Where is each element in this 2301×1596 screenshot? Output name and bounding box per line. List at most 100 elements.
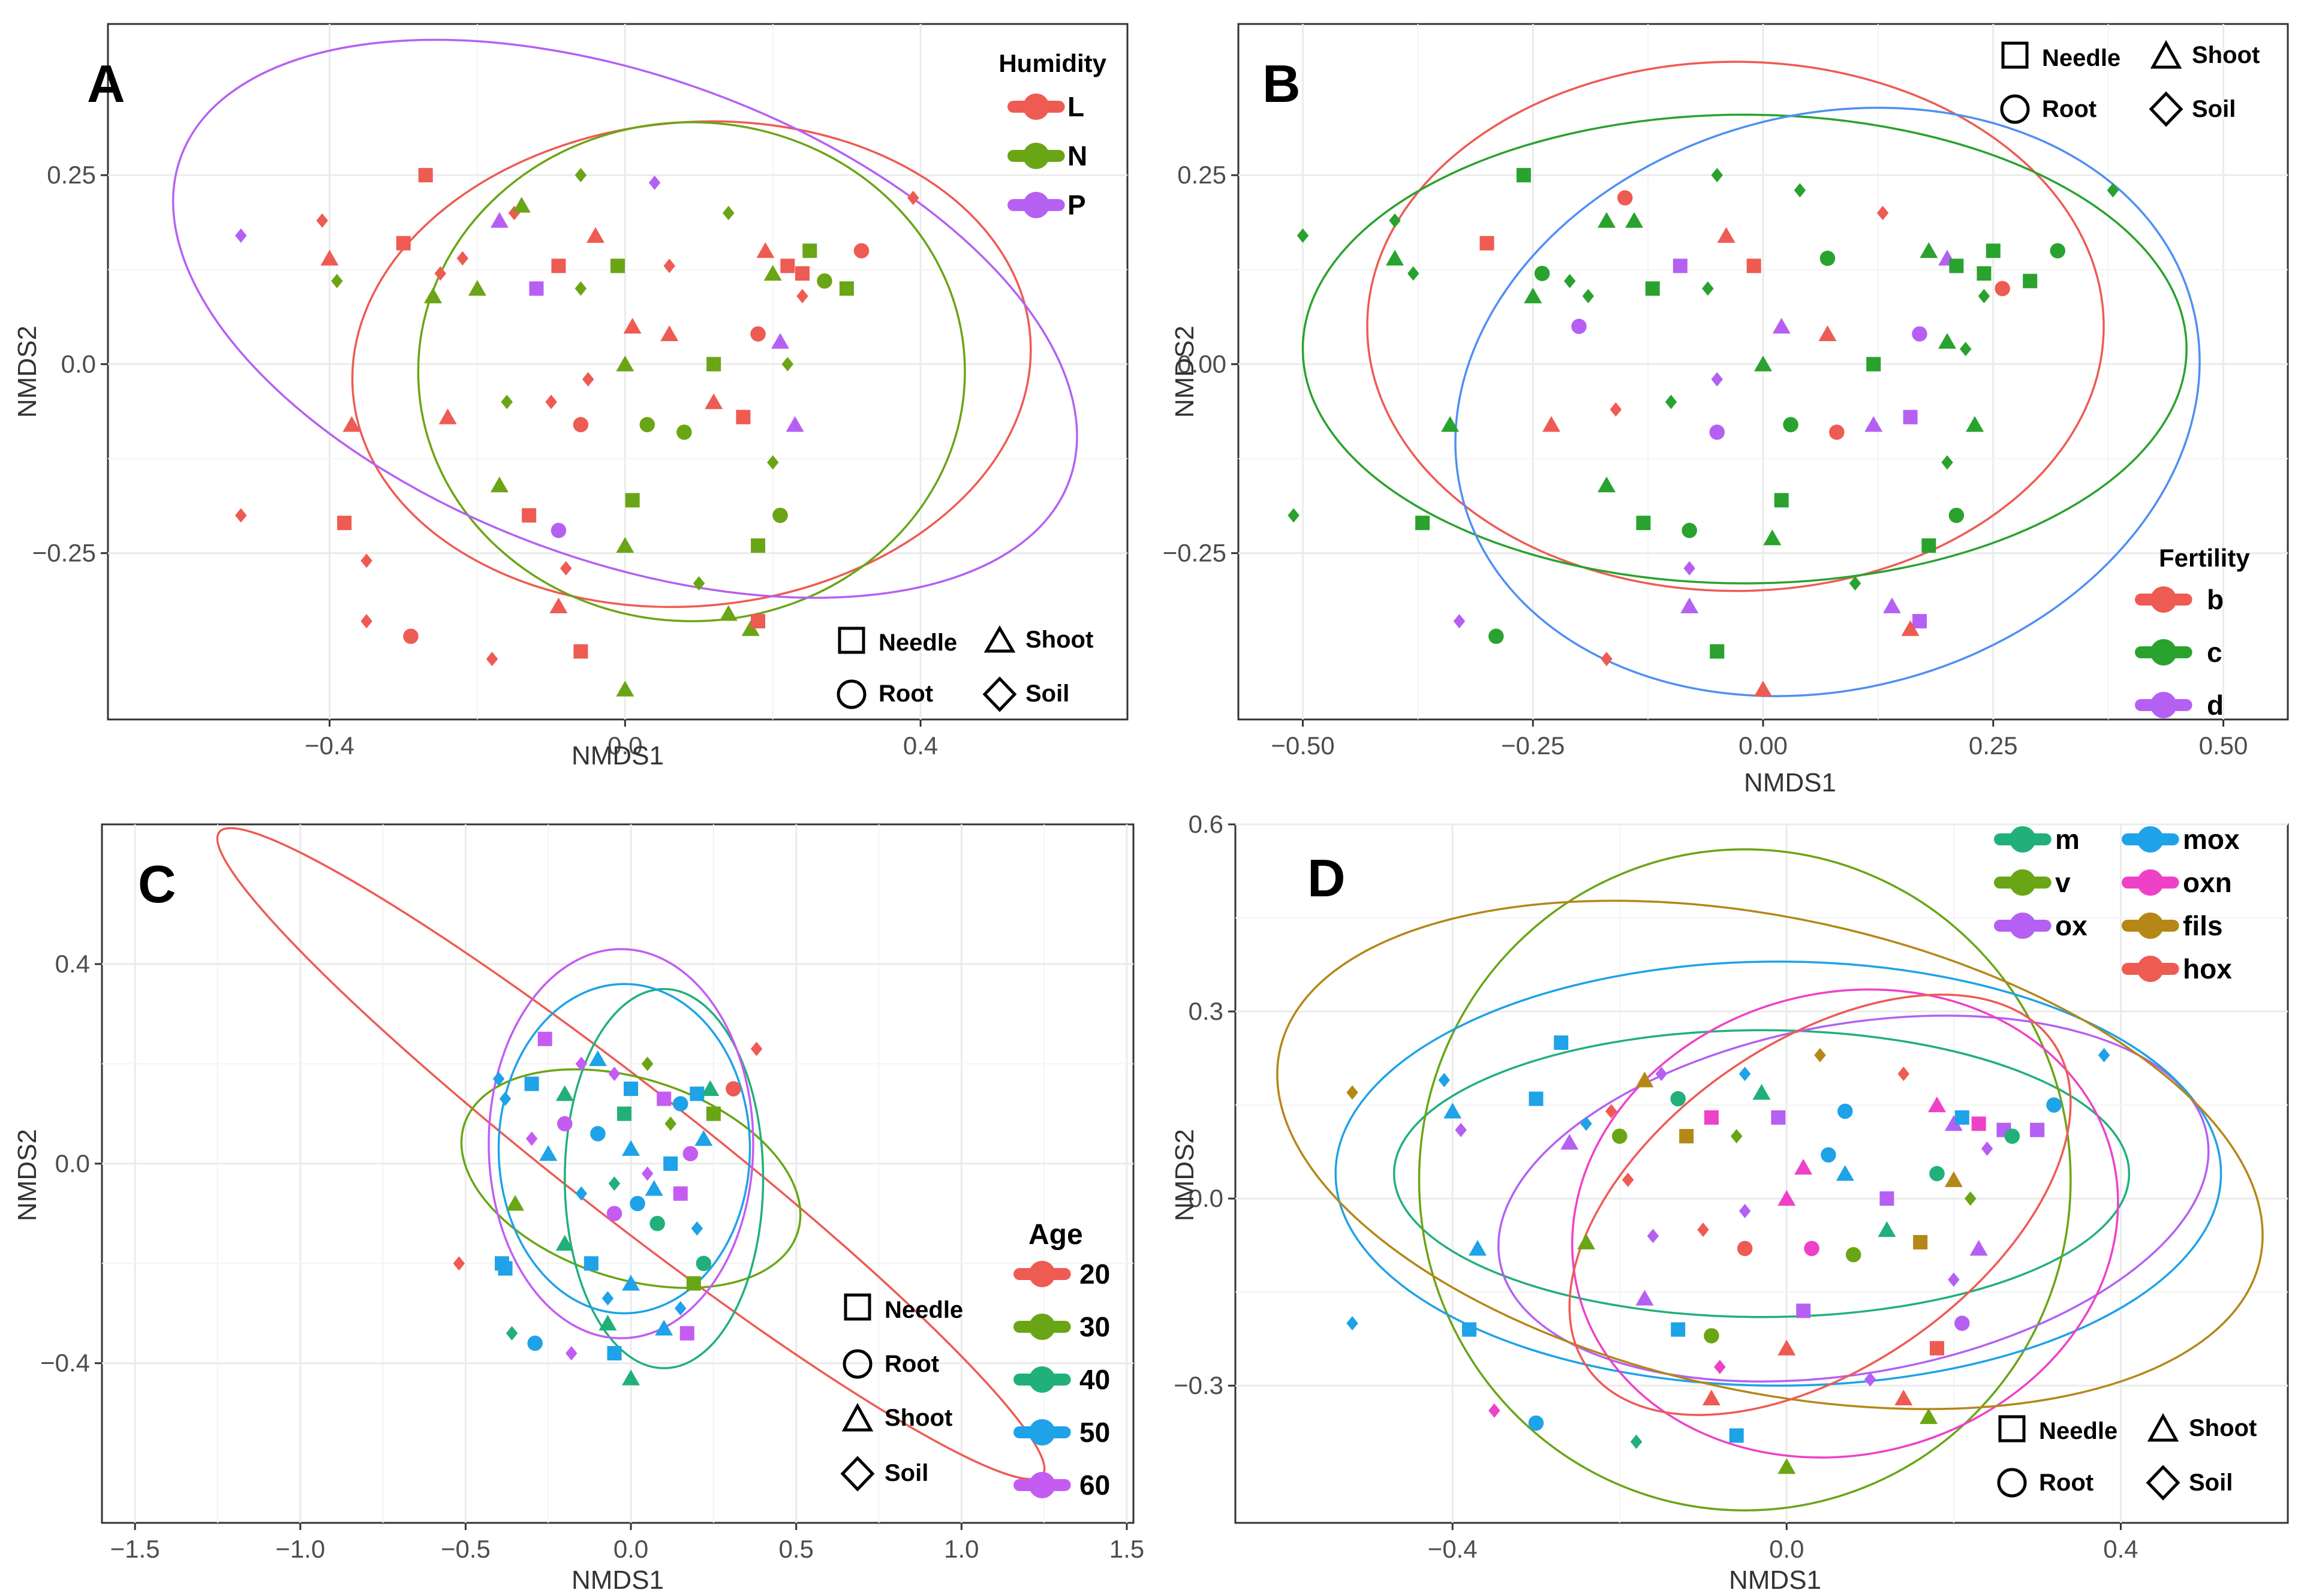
legend-label-m: m	[2055, 824, 2080, 855]
panel-d-point-needle	[1771, 1110, 1786, 1125]
panel-b-point-shoot	[1864, 416, 1883, 432]
panel-d-point-soil	[1647, 1228, 1659, 1243]
panel-b-point-shoot	[1754, 680, 1772, 697]
panel-c-point-shoot	[622, 1275, 640, 1291]
panel-d-point-soil	[1580, 1116, 1592, 1131]
panel-c-points	[453, 1031, 763, 1386]
panel-a-point-shoot	[623, 318, 642, 334]
legend-dot-P	[1022, 192, 1049, 218]
panel-d-point-root	[1837, 1103, 1853, 1119]
panel-b-point-soil	[1702, 281, 1714, 296]
legend-dot-oxn	[2137, 869, 2164, 896]
shoot-triangle-icon	[2147, 1413, 2179, 1442]
panel-d-point-needle	[1462, 1322, 1476, 1337]
panel-d-point-soil	[1814, 1047, 1826, 1062]
panel-b-point-soil	[1711, 168, 1723, 183]
panel-c-legend-entries: 20 30 40 50 60	[1013, 1258, 1110, 1501]
panel-b-shape-legend: Needle Shoot Root Soil	[2000, 40, 2260, 127]
panel-a-point-soil	[693, 576, 705, 591]
panel-b-point-shoot	[1717, 227, 1735, 243]
panel-d-ellipse-mox	[1334, 960, 2222, 1387]
panel-a-point-shoot	[771, 333, 790, 349]
legend-dot-50	[1028, 1419, 1055, 1446]
panel-a-point-root	[853, 243, 870, 259]
panel-a-point-soil	[648, 175, 661, 190]
panel-d-point-shoot	[1702, 1389, 1721, 1405]
panel-b-point-shoot	[1818, 325, 1837, 341]
panel-a-point-shoot	[490, 476, 509, 493]
legend-dot-60	[1028, 1472, 1055, 1498]
legend-label-60: 60	[1079, 1469, 1110, 1501]
panel-b-point-soil	[2107, 183, 2119, 198]
panel-b-shoot-label: Shoot	[2192, 42, 2260, 68]
panel-a-shape-legend: Needle Shoot Root Soil	[837, 625, 1093, 712]
panel-a-points	[234, 168, 919, 697]
panel-a-point-root	[573, 417, 589, 433]
panel-c-point-soil	[608, 1176, 621, 1191]
panel-c-point-root	[590, 1126, 606, 1142]
panel-c-point-needle	[607, 1346, 622, 1361]
shoot-triangle-icon	[841, 1402, 874, 1432]
panel-b-point-soil	[1582, 288, 1595, 303]
panel-c-point-needle	[495, 1256, 510, 1271]
legend-label-c: c	[2207, 637, 2222, 668]
legend-dot-fils	[2137, 913, 2164, 939]
panel-a-point-soil	[501, 395, 513, 409]
panel-b-point-soil	[1876, 206, 1889, 221]
panel-d-legend-entries: mv ox mox oxn fils hox	[1994, 824, 2240, 984]
panel-a-letter: A	[87, 54, 125, 113]
panel-c-point-needle	[657, 1091, 672, 1106]
panel-d-point-root	[1704, 1328, 1719, 1344]
panel-d-point-shoot	[1752, 1084, 1771, 1100]
panel-a-root-label: Root	[879, 680, 933, 707]
panel-c-point-root	[672, 1096, 688, 1112]
panel-c-point-soil	[664, 1116, 676, 1131]
panel-b-grid	[1238, 24, 2288, 719]
panel-d-point-root	[1670, 1091, 1686, 1107]
panel-b-point-root	[1829, 424, 1845, 440]
panel-a-point-needle	[522, 508, 537, 523]
legend-label-mox: mox	[2183, 824, 2240, 855]
legend-dot-v	[2009, 869, 2036, 896]
y-tick-label: −0.3	[1174, 1371, 1223, 1399]
panel-c-point-soil	[674, 1301, 687, 1316]
panel-d-ellipse-oxn	[1571, 988, 2119, 1459]
panel-d-point-needle	[1729, 1428, 1744, 1443]
panel-a-soil-label: Soil	[1025, 680, 1069, 707]
panel-a-point-soil	[796, 288, 808, 303]
x-tick-label: 0.0	[607, 731, 642, 760]
panel-b-point-needle	[1479, 236, 1494, 251]
panel-a-point-shoot	[342, 416, 361, 432]
x-tick-label: 0.0	[613, 1535, 648, 1563]
panel-d-point-root	[1528, 1415, 1544, 1431]
panel-c-ellipse-30	[460, 1068, 802, 1289]
panel-c-point-soil	[575, 1056, 588, 1071]
panel-c-point-shoot	[555, 1234, 574, 1251]
panel-a-point-shoot	[512, 197, 531, 213]
panel-b-point-root	[1819, 251, 1836, 266]
panel-c-point-needle	[663, 1156, 678, 1171]
panel-a-point-shoot	[719, 605, 738, 621]
panel-b-soil-label: Soil	[2192, 96, 2236, 122]
panel-a-point-root	[639, 417, 655, 433]
panel-d-point-soil	[1346, 1316, 1358, 1331]
panel-d-point-soil	[1864, 1372, 1876, 1387]
panel-c-point-soil	[691, 1221, 703, 1236]
panel-c-point-root	[682, 1146, 699, 1161]
x-tick-label: 0.50	[2199, 731, 2248, 760]
panel-a-point-soil	[234, 508, 247, 523]
panel-b-point-needle	[1866, 357, 1881, 372]
y-tick-label: 0.3	[1189, 997, 1223, 1025]
panel-b-point-needle	[1746, 258, 1761, 273]
panel-b-point-root	[1912, 326, 1927, 342]
panel-b-point-needle	[1710, 644, 1725, 659]
panel-d-point-soil	[1488, 1403, 1500, 1418]
panel-b: −0.50 −0.25 0.00 0.25 0.50 −0.25 0.00 0.25 B N…	[1163, 23, 2289, 797]
panel-c-point-needle	[706, 1106, 721, 1121]
panel-c-point-needle	[624, 1082, 639, 1097]
panel-b-point-soil	[1389, 213, 1401, 228]
panel-c-point-root	[527, 1335, 543, 1351]
panel-c-point-needle	[673, 1186, 688, 1201]
panel-c-point-shoot	[539, 1145, 558, 1161]
panel-b-point-root	[1571, 318, 1587, 335]
